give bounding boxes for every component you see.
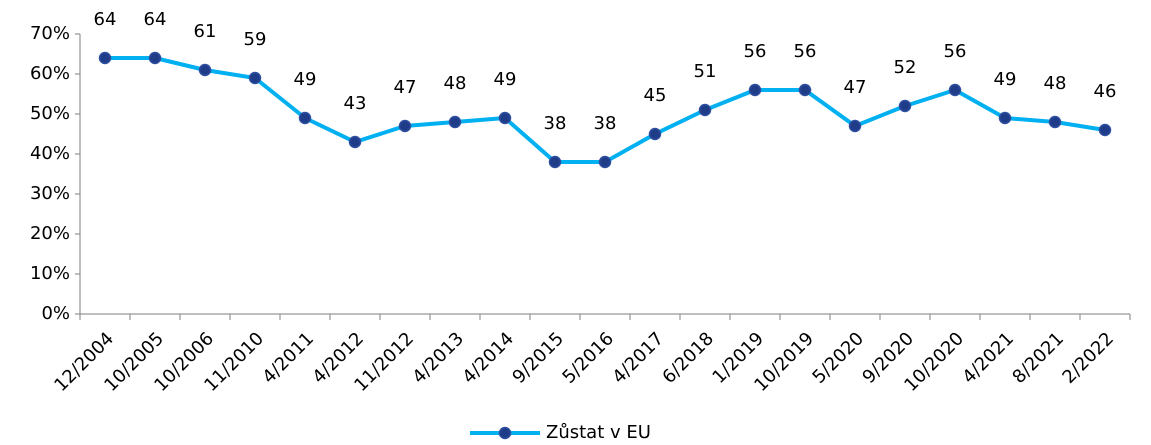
marker <box>848 119 862 133</box>
y-tick-label: 20% <box>30 223 70 244</box>
data-label: 48 <box>1044 73 1067 94</box>
y-tick-label: 40% <box>30 143 70 164</box>
x-tick-label: 4/2013 <box>408 328 468 388</box>
data-label: 47 <box>394 77 417 98</box>
data-label: 61 <box>194 21 217 42</box>
data-label: 49 <box>494 69 517 90</box>
x-tick-label: 4/2011 <box>258 328 318 388</box>
marker <box>1098 123 1112 137</box>
marker <box>548 155 562 169</box>
marker <box>948 83 962 97</box>
x-tick-label: 5/2020 <box>808 328 868 388</box>
marker <box>198 63 212 77</box>
x-tick-label: 6/2018 <box>658 328 718 388</box>
data-label: 56 <box>944 41 967 62</box>
marker <box>448 115 462 129</box>
data-label: 64 <box>94 9 117 30</box>
data-label: 64 <box>144 9 167 30</box>
x-tick-label: 4/2017 <box>608 328 668 388</box>
data-label: 46 <box>1094 81 1117 102</box>
marker <box>748 83 762 97</box>
x-tick-label: 4/2021 <box>958 328 1018 388</box>
marker <box>648 127 662 141</box>
x-tick-label: 8/2021 <box>1008 328 1068 388</box>
data-label: 38 <box>544 113 567 134</box>
marker <box>698 103 712 117</box>
y-tick-label: 0% <box>41 303 70 324</box>
marker <box>98 51 112 65</box>
marker <box>298 111 312 125</box>
y-tick-label: 30% <box>30 183 70 204</box>
y-tick-label: 60% <box>30 63 70 84</box>
data-label: 51 <box>694 61 717 82</box>
data-label: 49 <box>294 69 317 90</box>
y-tick-label: 50% <box>30 103 70 124</box>
legend-marker <box>498 426 512 440</box>
data-label: 48 <box>444 73 467 94</box>
marker <box>248 71 262 85</box>
x-tick-label: 2/2022 <box>1058 328 1118 388</box>
x-tick-label: 5/2016 <box>558 328 618 388</box>
data-label: 47 <box>844 77 867 98</box>
data-label: 52 <box>894 57 917 78</box>
marker <box>798 83 812 97</box>
marker <box>598 155 612 169</box>
data-label: 45 <box>644 85 667 106</box>
legend-label: Zůstat v EU <box>546 422 651 443</box>
marker <box>398 119 412 133</box>
marker <box>498 111 512 125</box>
marker <box>998 111 1012 125</box>
data-label: 49 <box>994 69 1017 90</box>
x-tick-label: 4/2014 <box>458 328 518 388</box>
y-tick-label: 10% <box>30 263 70 284</box>
marker <box>348 135 362 149</box>
marker <box>898 99 912 113</box>
data-label: 43 <box>344 93 367 114</box>
data-label: 56 <box>744 41 767 62</box>
data-label: 56 <box>794 41 817 62</box>
data-label: 38 <box>594 113 617 134</box>
data-label: 59 <box>244 29 267 50</box>
y-tick-label: 70% <box>30 23 70 44</box>
marker <box>148 51 162 65</box>
x-tick-label: 9/2015 <box>508 328 568 388</box>
marker <box>1048 115 1062 129</box>
